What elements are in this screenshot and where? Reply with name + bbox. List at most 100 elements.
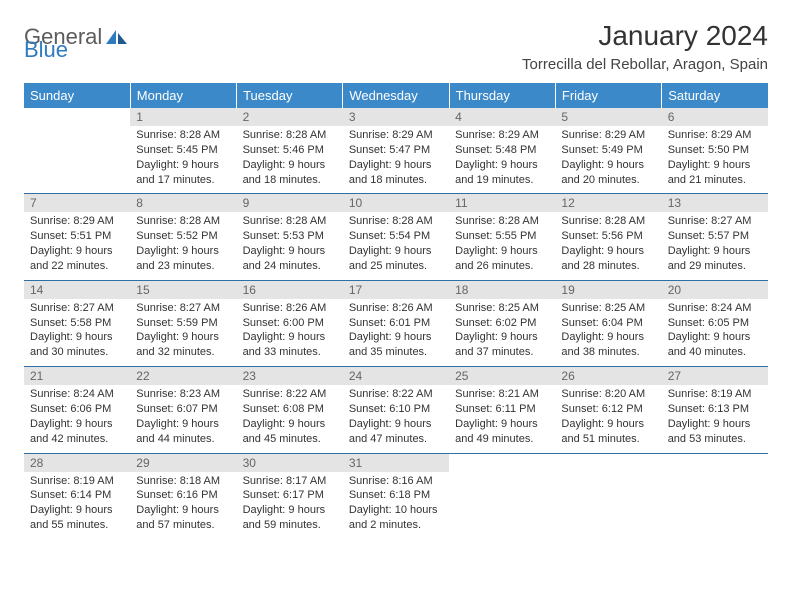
detail-line: and 42 minutes.	[30, 432, 124, 447]
day-number: 2	[237, 108, 343, 126]
detail-line: Daylight: 9 hours	[455, 417, 549, 432]
detail-line: Sunrise: 8:28 AM	[243, 128, 337, 143]
detail-line: and 26 minutes.	[455, 259, 549, 274]
day-details: Sunrise: 8:27 AMSunset: 5:59 PMDaylight:…	[130, 299, 236, 366]
detail-line: Daylight: 9 hours	[349, 158, 443, 173]
day-details: Sunrise: 8:16 AMSunset: 6:18 PMDaylight:…	[343, 472, 449, 539]
detail-line: and 57 minutes.	[136, 518, 230, 533]
weekday-header: Tuesday	[237, 83, 343, 108]
detail-line: Sunrise: 8:19 AM	[30, 474, 124, 489]
day-number: 11	[449, 194, 555, 212]
detail-line: and 32 minutes.	[136, 345, 230, 360]
day-details: Sunrise: 8:28 AMSunset: 5:45 PMDaylight:…	[130, 126, 236, 193]
detail-line: Sunrise: 8:21 AM	[455, 387, 549, 402]
detail-line: Sunrise: 8:26 AM	[243, 301, 337, 316]
day-details: Sunrise: 8:28 AMSunset: 5:54 PMDaylight:…	[343, 212, 449, 279]
detail-line: Sunset: 6:11 PM	[455, 402, 549, 417]
day-details: Sunrise: 8:25 AMSunset: 6:04 PMDaylight:…	[555, 299, 661, 366]
calendar-cell	[662, 453, 768, 539]
calendar-cell: 30Sunrise: 8:17 AMSunset: 6:17 PMDayligh…	[237, 453, 343, 539]
day-number	[449, 454, 555, 472]
detail-line: and 23 minutes.	[136, 259, 230, 274]
detail-line: Sunset: 5:49 PM	[561, 143, 655, 158]
detail-line: Sunrise: 8:18 AM	[136, 474, 230, 489]
calendar-cell: 12Sunrise: 8:28 AMSunset: 5:56 PMDayligh…	[555, 194, 661, 280]
day-number: 25	[449, 367, 555, 385]
day-number: 13	[662, 194, 768, 212]
detail-line: Sunrise: 8:29 AM	[668, 128, 762, 143]
brand-word-2: Blue	[24, 37, 68, 63]
detail-line: and 38 minutes.	[561, 345, 655, 360]
detail-line: Sunrise: 8:24 AM	[30, 387, 124, 402]
detail-line: Sunset: 6:13 PM	[668, 402, 762, 417]
detail-line: and 28 minutes.	[561, 259, 655, 274]
detail-line: Sunrise: 8:28 AM	[243, 214, 337, 229]
day-details: Sunrise: 8:26 AMSunset: 6:00 PMDaylight:…	[237, 299, 343, 366]
calendar-cell: 24Sunrise: 8:22 AMSunset: 6:10 PMDayligh…	[343, 367, 449, 453]
day-details	[449, 472, 555, 532]
detail-line: Sunset: 6:06 PM	[30, 402, 124, 417]
detail-line: and 55 minutes.	[30, 518, 124, 533]
day-details: Sunrise: 8:24 AMSunset: 6:05 PMDaylight:…	[662, 299, 768, 366]
detail-line: Sunset: 5:55 PM	[455, 229, 549, 244]
detail-line: Sunset: 5:54 PM	[349, 229, 443, 244]
day-number: 19	[555, 281, 661, 299]
calendar-cell: 7Sunrise: 8:29 AMSunset: 5:51 PMDaylight…	[24, 194, 130, 280]
detail-line: Sunrise: 8:22 AM	[349, 387, 443, 402]
day-number: 8	[130, 194, 236, 212]
detail-line: Daylight: 9 hours	[349, 244, 443, 259]
calendar-cell: 9Sunrise: 8:28 AMSunset: 5:53 PMDaylight…	[237, 194, 343, 280]
detail-line: Sunset: 6:02 PM	[455, 316, 549, 331]
day-details: Sunrise: 8:28 AMSunset: 5:53 PMDaylight:…	[237, 212, 343, 279]
detail-line: Sunrise: 8:19 AM	[668, 387, 762, 402]
detail-line: Sunrise: 8:24 AM	[668, 301, 762, 316]
calendar-cell: 29Sunrise: 8:18 AMSunset: 6:16 PMDayligh…	[130, 453, 236, 539]
day-details: Sunrise: 8:29 AMSunset: 5:51 PMDaylight:…	[24, 212, 130, 279]
detail-line: Sunset: 5:59 PM	[136, 316, 230, 331]
day-number	[24, 108, 130, 126]
calendar-cell: 20Sunrise: 8:24 AMSunset: 6:05 PMDayligh…	[662, 280, 768, 366]
detail-line: and 40 minutes.	[668, 345, 762, 360]
detail-line: Sunrise: 8:28 AM	[349, 214, 443, 229]
detail-line: and 29 minutes.	[668, 259, 762, 274]
calendar-cell: 4Sunrise: 8:29 AMSunset: 5:48 PMDaylight…	[449, 108, 555, 194]
day-details: Sunrise: 8:28 AMSunset: 5:56 PMDaylight:…	[555, 212, 661, 279]
calendar-cell: 21Sunrise: 8:24 AMSunset: 6:06 PMDayligh…	[24, 367, 130, 453]
detail-line: Sunrise: 8:29 AM	[30, 214, 124, 229]
detail-line: Sunset: 5:58 PM	[30, 316, 124, 331]
detail-line: Sunset: 6:04 PM	[561, 316, 655, 331]
calendar-cell: 2Sunrise: 8:28 AMSunset: 5:46 PMDaylight…	[237, 108, 343, 194]
detail-line: Sunrise: 8:27 AM	[668, 214, 762, 229]
calendar-cell	[449, 453, 555, 539]
detail-line: Sunrise: 8:28 AM	[136, 214, 230, 229]
calendar-cell: 17Sunrise: 8:26 AMSunset: 6:01 PMDayligh…	[343, 280, 449, 366]
detail-line: Sunset: 6:14 PM	[30, 488, 124, 503]
day-number: 23	[237, 367, 343, 385]
day-details: Sunrise: 8:29 AMSunset: 5:50 PMDaylight:…	[662, 126, 768, 193]
page-header: General Blue January 2024 Torrecilla del…	[24, 20, 768, 73]
weekday-header: Wednesday	[343, 83, 449, 108]
day-number: 22	[130, 367, 236, 385]
day-number: 21	[24, 367, 130, 385]
weekday-row: SundayMondayTuesdayWednesdayThursdayFrid…	[24, 83, 768, 108]
day-number: 30	[237, 454, 343, 472]
detail-line: Sunrise: 8:17 AM	[243, 474, 337, 489]
detail-line: and 33 minutes.	[243, 345, 337, 360]
day-number: 4	[449, 108, 555, 126]
detail-line: Sunrise: 8:25 AM	[561, 301, 655, 316]
calendar-week: 14Sunrise: 8:27 AMSunset: 5:58 PMDayligh…	[24, 280, 768, 366]
detail-line: and 30 minutes.	[30, 345, 124, 360]
detail-line: and 24 minutes.	[243, 259, 337, 274]
weekday-header: Friday	[555, 83, 661, 108]
calendar-cell: 13Sunrise: 8:27 AMSunset: 5:57 PMDayligh…	[662, 194, 768, 280]
detail-line: Daylight: 9 hours	[30, 244, 124, 259]
detail-line: Sunset: 5:57 PM	[668, 229, 762, 244]
calendar-cell: 18Sunrise: 8:25 AMSunset: 6:02 PMDayligh…	[449, 280, 555, 366]
detail-line: Daylight: 9 hours	[349, 330, 443, 345]
detail-line: and 18 minutes.	[243, 173, 337, 188]
detail-line: Daylight: 9 hours	[136, 330, 230, 345]
day-details	[662, 472, 768, 532]
day-number	[555, 454, 661, 472]
detail-line: Sunrise: 8:29 AM	[455, 128, 549, 143]
day-details: Sunrise: 8:27 AMSunset: 5:57 PMDaylight:…	[662, 212, 768, 279]
